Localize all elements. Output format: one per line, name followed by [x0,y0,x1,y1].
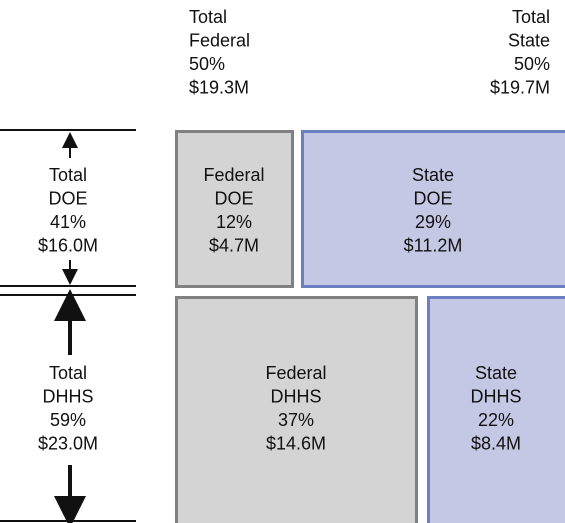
doe-total-label: 41% [50,212,86,232]
federal-dhhs-label: Federal [265,363,326,383]
state-dhhs-label: 22% [478,410,514,430]
state-dhhs-box [427,296,565,523]
federal-total-label: Federal [189,30,250,50]
federal-total-label: $19.3M [189,77,249,97]
state-dhhs-label: $8.4M [471,433,521,453]
federal-dhhs-label: 37% [278,410,314,430]
dhhs-total-label: 59% [50,410,86,430]
dhhs-total-label: Total [49,363,87,383]
doe-total-label: Total [49,165,87,185]
federal-dhhs-box [175,296,418,523]
state-doe-label: DOE [413,188,452,208]
left-scale [0,129,136,523]
state-dhhs-label: DHHS [470,386,521,406]
doe-total-label: $16.0M [38,235,98,255]
labels: Total Federal 50% $19.3M Total State 50% $19.7M… [38,7,550,454]
state-doe-box [301,130,565,288]
federal-doe-label: $4.7M [209,235,259,255]
federal-dhhs-label: DHHS [270,386,321,406]
federal-total-label: Total [189,7,227,27]
state-doe-label: $11.2M [404,235,463,255]
federal-doe-box [175,130,294,288]
federal-doe-label: 12% [216,212,252,232]
federal-doe-label: DOE [214,188,253,208]
federal-doe-label: Federal [203,165,264,185]
state-total-label: 50% [514,54,550,74]
state-total-label: Total [512,7,550,27]
state-dhhs-label: State [475,363,517,383]
state-doe-label: 29% [415,212,451,232]
federal-total-label: 50% [189,54,225,74]
state-total-label: State [508,30,550,50]
dhhs-total-label: DHHS [42,386,93,406]
dhhs-total-label: $23.0M [38,433,98,453]
state-total-label: $19.7M [490,77,550,97]
doe-total-label: DOE [48,188,87,208]
federal-dhhs-label: $14.6M [266,433,326,453]
state-doe-label: State [412,165,454,185]
